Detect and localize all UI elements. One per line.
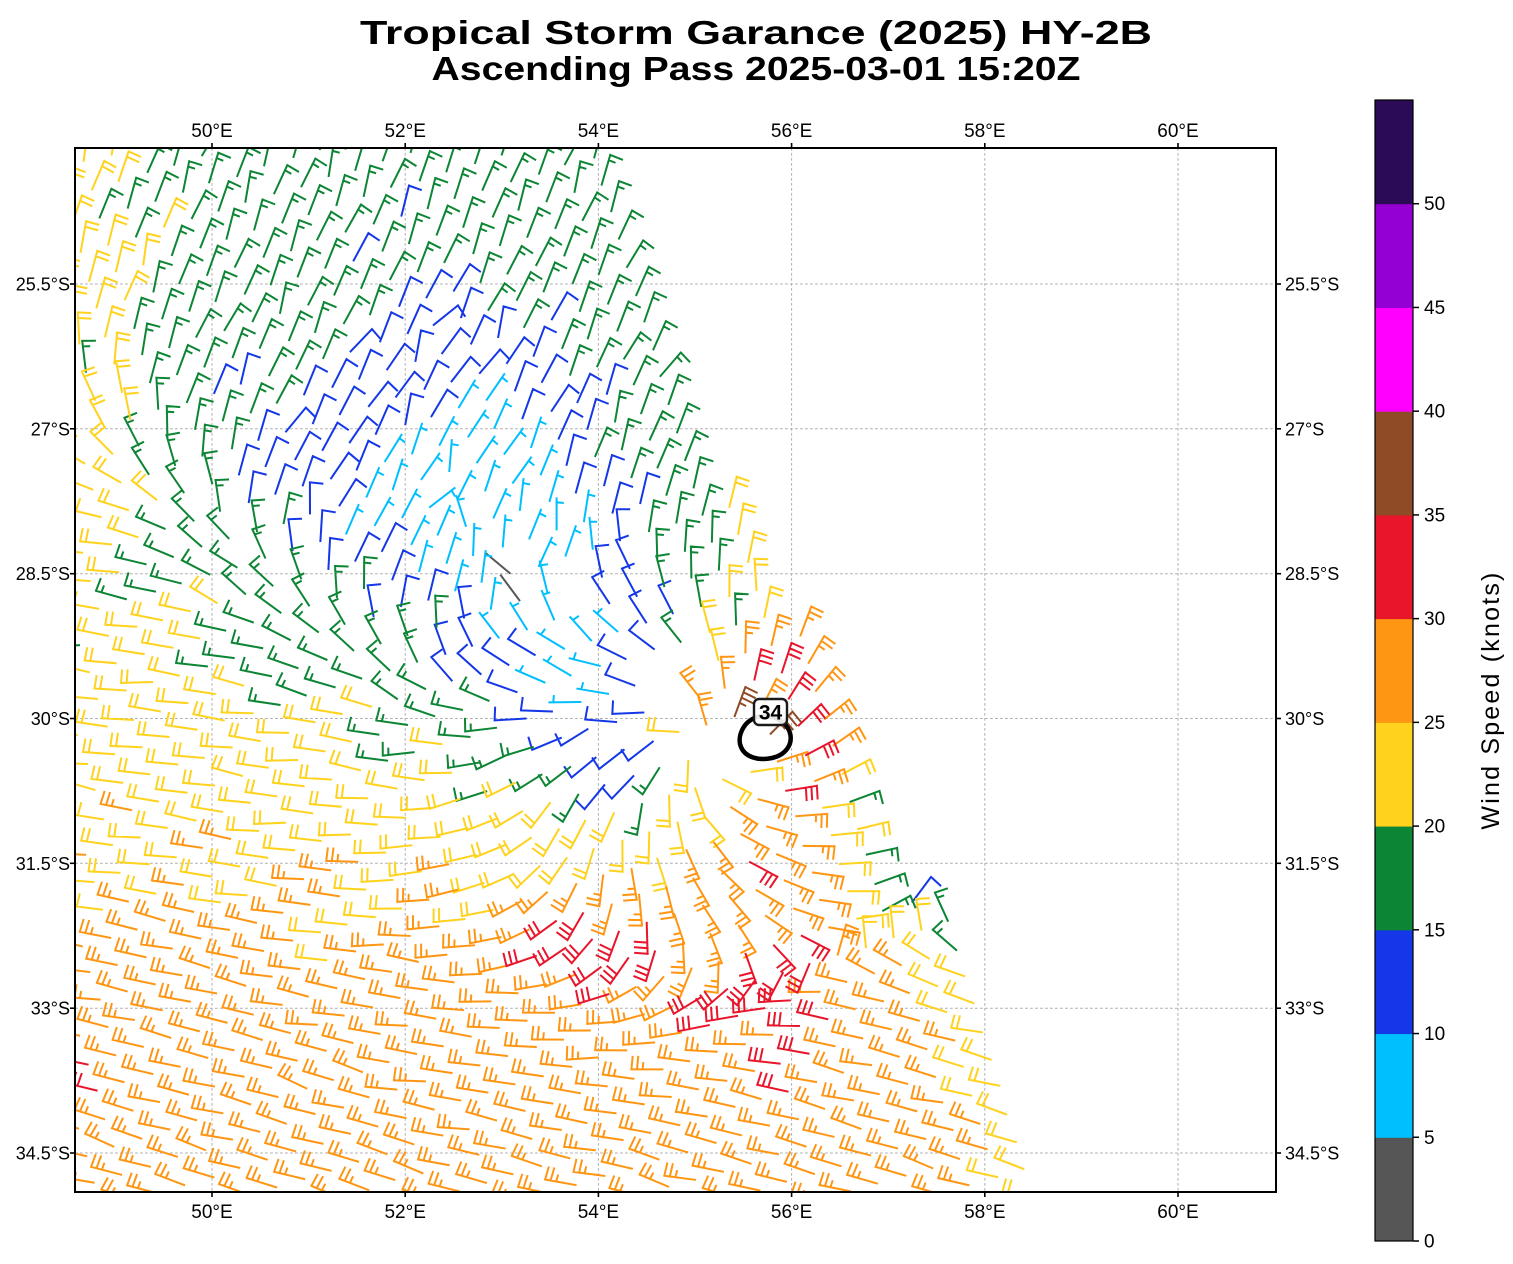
svg-text:30: 30 — [1424, 609, 1445, 630]
svg-text:25.5°S: 25.5°S — [1285, 275, 1339, 295]
svg-text:20: 20 — [1424, 817, 1445, 838]
svg-text:33°S: 33°S — [31, 999, 70, 1019]
svg-text:0: 0 — [1424, 1232, 1435, 1253]
svg-text:25.5°S: 25.5°S — [16, 275, 70, 295]
svg-text:34.5°S: 34.5°S — [1285, 1144, 1339, 1164]
svg-text:52°E: 52°E — [384, 1202, 425, 1223]
svg-text:31.5°S: 31.5°S — [16, 854, 70, 874]
svg-text:27°S: 27°S — [31, 419, 70, 439]
svg-text:50: 50 — [1424, 194, 1445, 215]
svg-text:35: 35 — [1424, 505, 1445, 526]
svg-text:33°S: 33°S — [1285, 999, 1324, 1019]
svg-text:50°E: 50°E — [191, 1202, 232, 1223]
svg-text:28.5°S: 28.5°S — [16, 564, 70, 584]
svg-text:31.5°S: 31.5°S — [1285, 854, 1339, 874]
svg-text:Ascending Pass 2025-03-01 15:2: Ascending Pass 2025-03-01 15:20Z — [432, 50, 1081, 87]
svg-text:15: 15 — [1424, 920, 1445, 941]
svg-text:58°E: 58°E — [964, 1202, 1005, 1223]
svg-text:30°S: 30°S — [1285, 709, 1324, 729]
svg-text:Tropical Storm Garance (2025): Tropical Storm Garance (2025) HY-2B — [360, 14, 1152, 51]
svg-text:60°E: 60°E — [1157, 1202, 1198, 1223]
svg-text:30°S: 30°S — [31, 709, 70, 729]
svg-text:10: 10 — [1424, 1024, 1445, 1045]
svg-text:34: 34 — [759, 702, 783, 725]
svg-text:54°E: 54°E — [578, 1202, 619, 1223]
svg-text:Wind Speed (knots): Wind Speed (knots) — [1477, 570, 1505, 829]
svg-text:27°S: 27°S — [1285, 419, 1324, 439]
svg-text:58°E: 58°E — [964, 121, 1005, 142]
svg-text:52°E: 52°E — [384, 121, 425, 142]
svg-text:56°E: 56°E — [771, 1202, 812, 1223]
svg-text:25: 25 — [1424, 713, 1445, 734]
svg-text:60°E: 60°E — [1157, 121, 1198, 142]
svg-text:40: 40 — [1424, 402, 1445, 423]
svg-text:54°E: 54°E — [578, 121, 619, 142]
svg-text:5: 5 — [1424, 1128, 1435, 1149]
svg-text:28.5°S: 28.5°S — [1285, 564, 1339, 584]
svg-text:56°E: 56°E — [771, 121, 812, 142]
svg-text:50°E: 50°E — [191, 121, 232, 142]
svg-text:45: 45 — [1424, 298, 1445, 319]
svg-text:34.5°S: 34.5°S — [16, 1144, 70, 1164]
